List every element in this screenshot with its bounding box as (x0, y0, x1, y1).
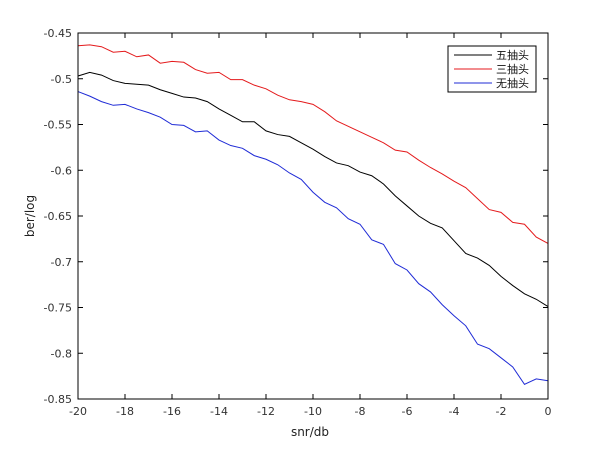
x-tick-label: 0 (545, 405, 552, 418)
x-axis-label: snr/db (291, 425, 329, 439)
plot-area (77, 44, 549, 385)
y-tick-label: -0.45 (44, 27, 72, 40)
x-tick-label: -6 (402, 405, 413, 418)
y-tick-label: -0.5 (51, 73, 72, 86)
x-tick-label: -2 (496, 405, 507, 418)
series-line-0 (77, 71, 549, 308)
legend-label-2: 无抽头 (496, 76, 529, 90)
series-line-1 (77, 44, 549, 244)
y-tick-label: -0.8 (51, 347, 72, 360)
y-tick-label: -0.55 (44, 119, 72, 132)
legend-label-1: 三抽头 (496, 62, 529, 76)
x-tick-label: -18 (116, 405, 134, 418)
y-tick-label: -0.75 (44, 302, 72, 315)
y-tick-label: -0.7 (51, 256, 72, 269)
y-tick-label: -0.85 (44, 393, 72, 406)
y-tick-label: -0.6 (51, 164, 72, 177)
y-tick-label: -0.65 (44, 210, 72, 223)
x-tick-label: -8 (355, 405, 366, 418)
x-tick-label: -12 (257, 405, 275, 418)
x-tick-label: -20 (69, 405, 87, 418)
x-tick-label: -16 (163, 405, 181, 418)
series-line-2 (77, 91, 549, 385)
axes: -20 -18 -16 -14 -12 -10 -8 -6 -4 -2 0-0.45-0.5-0.5… (44, 27, 552, 418)
y-axis-label: ber/log (23, 195, 37, 237)
x-tick-label: -4 (449, 405, 460, 418)
x-tick-label: -14 (210, 405, 228, 418)
legend-label-0: 五抽头 (496, 48, 529, 62)
x-tick-label: -10 (304, 405, 322, 418)
